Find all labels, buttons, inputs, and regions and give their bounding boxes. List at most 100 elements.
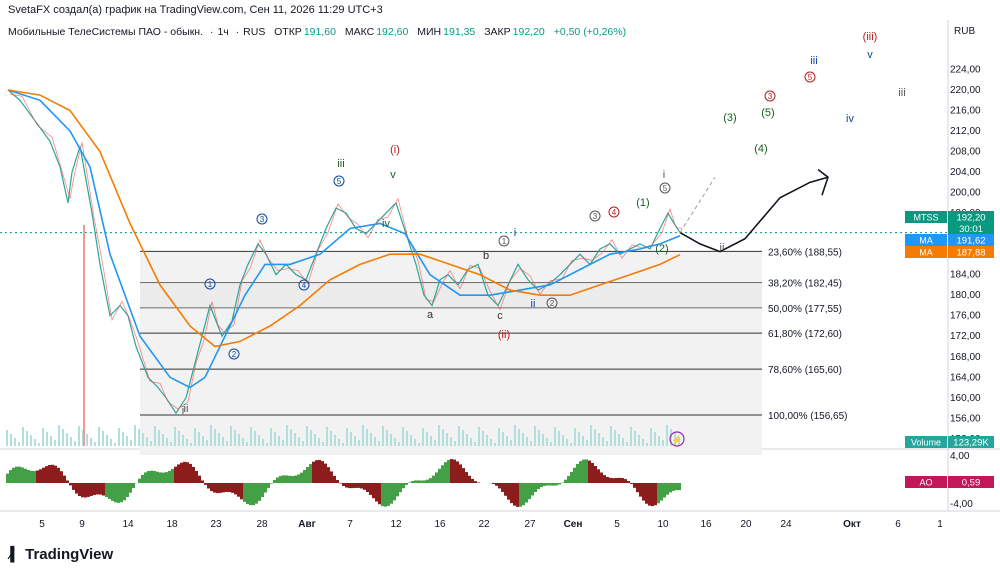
circled-wave-label: 3 — [260, 215, 265, 224]
ao-bar — [594, 465, 597, 483]
interval[interactable]: 1ч — [217, 26, 229, 38]
volume-bar — [58, 425, 60, 446]
ao-bar — [432, 475, 435, 483]
ao-bar — [93, 483, 96, 495]
volume-bar — [14, 438, 16, 446]
circled-wave-label: 2 — [550, 299, 555, 308]
ao-bar — [348, 483, 351, 489]
circled-wave-label: 3 — [593, 212, 598, 221]
ao-bar — [282, 475, 285, 483]
ao-bar — [579, 461, 582, 483]
ao-tag-label-bg[interactable] — [905, 476, 947, 488]
symbol-name[interactable]: Мобильные ТелеСистемы ПАО - обыкн. — [8, 26, 204, 38]
volume-bar — [666, 425, 668, 446]
price-axis-tick: 172,00 — [950, 331, 981, 342]
volume-bar — [494, 443, 496, 446]
circled-wave-label: 4 — [302, 281, 307, 290]
circled-wave-label: 3 — [768, 92, 773, 101]
volume-bar — [366, 429, 368, 446]
ao-bar — [273, 480, 276, 483]
ao-bar — [603, 475, 606, 483]
volume-bar — [418, 443, 420, 446]
price-axis-tick: 212,00 — [950, 126, 981, 137]
wave-label: (5) — [761, 107, 774, 119]
ao-bar — [213, 483, 216, 493]
ao-bar — [591, 462, 594, 483]
time-axis-tick: 18 — [166, 519, 178, 530]
mtss-tag-label-bg[interactable] — [905, 211, 947, 223]
brand-name: TradingView — [25, 546, 114, 563]
ao-bar — [552, 483, 555, 486]
volume-bar — [250, 427, 252, 446]
ao-bar — [294, 475, 297, 483]
ao-bar — [675, 483, 678, 491]
ao-bar — [597, 469, 600, 483]
ao-bar — [570, 471, 573, 483]
ao-bar — [48, 464, 51, 483]
volume-tag-label: Volume — [911, 438, 941, 448]
ma-fast-tag-label: MA — [919, 236, 933, 246]
ao-bar — [207, 483, 210, 489]
ao-bar — [336, 480, 339, 483]
volume-bar — [542, 434, 544, 446]
volume-tag-label-bg[interactable] — [905, 436, 947, 448]
exchange: RUS — [243, 26, 266, 38]
lightning-icon[interactable] — [669, 431, 685, 447]
volume-bar — [298, 437, 300, 446]
volume-bar — [406, 431, 408, 446]
ma-fast-tag-value-bg — [948, 234, 994, 246]
ao-bar — [315, 460, 318, 483]
ao-bar — [492, 483, 495, 485]
volume-bar — [286, 425, 288, 446]
ao-bar — [600, 472, 603, 483]
volume-bar — [646, 443, 648, 446]
ao-bar — [333, 475, 336, 483]
ao-bar — [15, 466, 18, 483]
volume-bar — [242, 438, 244, 446]
volume-bar — [6, 430, 8, 446]
wave-label: (iii) — [863, 31, 878, 43]
ao-bar — [111, 483, 114, 501]
time-axis-tick: 28 — [256, 519, 268, 530]
ma-fast-line — [7, 89, 681, 389]
volume-bar — [498, 428, 500, 446]
fib-level-label: 23,60% (188,55) — [768, 247, 842, 258]
mtss-tag-label: MTSS — [913, 213, 938, 223]
high-value: 192,60 — [376, 26, 409, 38]
volume-bar — [302, 441, 304, 446]
volume-bar — [582, 436, 584, 446]
circled-wave-marker — [546, 297, 558, 309]
ao-bar — [468, 475, 471, 483]
wave-label: (i) — [390, 144, 400, 156]
volume-bar — [282, 440, 284, 446]
ao-bar — [372, 483, 375, 499]
ao-bar — [525, 483, 528, 503]
volume-bar — [170, 442, 172, 446]
volume-bar — [390, 434, 392, 446]
price-series-line[interactable] — [7, 89, 681, 415]
time-axis-tick: Сен — [564, 519, 583, 530]
ao-bar — [81, 483, 84, 498]
ao-bar — [627, 481, 630, 483]
ma-slow-tag-label-bg[interactable] — [905, 246, 947, 258]
volume-bar — [362, 425, 364, 446]
wave-label: ii — [720, 242, 725, 254]
volume-bar — [94, 442, 96, 446]
wave-label: iv — [846, 113, 854, 125]
ao-bar — [375, 483, 378, 502]
ao-bar — [648, 483, 651, 506]
low-value: 191,35 — [443, 26, 476, 38]
volume-bar — [342, 443, 344, 446]
ma-fast-tag-label-bg[interactable] — [905, 234, 947, 246]
volume-bar — [414, 439, 416, 446]
ao-bar — [408, 482, 411, 483]
ao-bar — [132, 483, 135, 488]
volume-bar — [194, 428, 196, 446]
ao-bar — [108, 483, 111, 499]
circled-wave-marker — [256, 213, 268, 225]
volume-bar — [586, 440, 588, 446]
time-axis-tick: 5 — [614, 519, 620, 530]
tradingview-logo[interactable]: ⁄▍ TradingView — [10, 546, 113, 563]
ma-slow-tag-value: 187,88 — [956, 248, 985, 259]
